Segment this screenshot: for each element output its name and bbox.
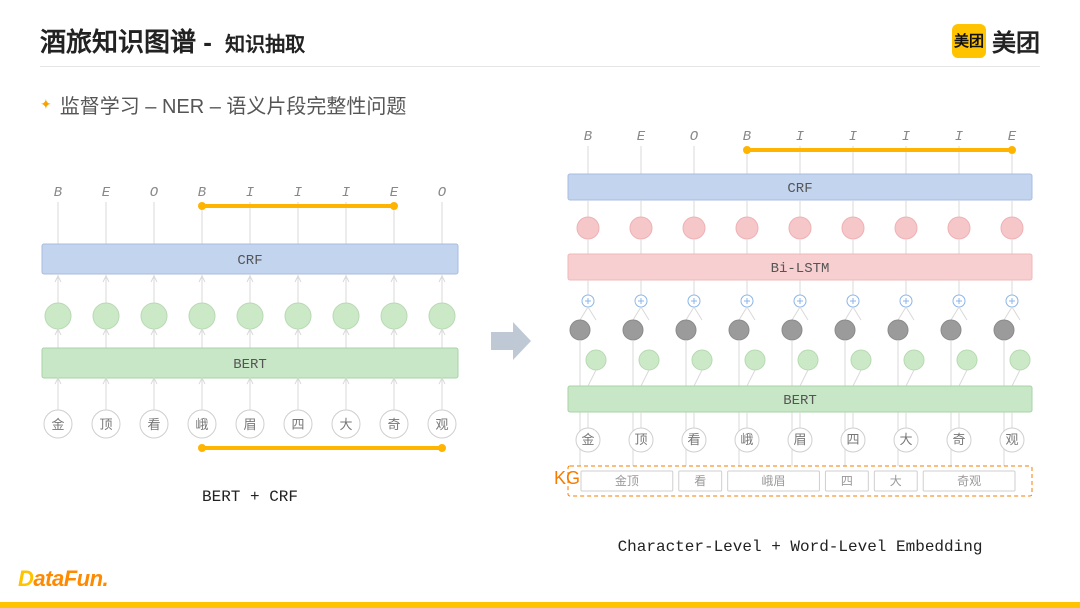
svg-text:峨眉: 峨眉	[762, 474, 786, 488]
bullet-icon: ✦	[40, 96, 52, 113]
svg-text:金: 金	[51, 417, 64, 432]
svg-text:峨: 峨	[195, 417, 208, 432]
svg-text:眉: 眉	[243, 417, 256, 432]
svg-text:大: 大	[899, 432, 912, 447]
svg-text:I: I	[796, 129, 805, 145]
svg-text:四: 四	[841, 474, 853, 488]
svg-text:Bi-LSTM: Bi-LSTM	[771, 261, 830, 277]
svg-text:B: B	[198, 185, 206, 201]
header-divider	[40, 66, 1040, 67]
svg-text:I: I	[849, 129, 858, 145]
page-title: 酒旅知识图谱	[40, 27, 196, 57]
svg-text:顶: 顶	[99, 417, 112, 432]
svg-text:I: I	[902, 129, 911, 145]
arrow-icon	[487, 318, 533, 364]
svg-text:奇: 奇	[387, 417, 400, 432]
svg-text:CRF: CRF	[787, 181, 812, 197]
svg-text:看: 看	[687, 432, 700, 447]
svg-text:I: I	[955, 129, 964, 145]
svg-text:看: 看	[694, 474, 706, 488]
diagram-left: B E O B I I I E O CRF BERT 金 顶 看 峨 眉 四 大 奇 观 BERT + CRF	[30, 176, 470, 506]
svg-text:看: 看	[147, 417, 160, 432]
svg-text:眉: 眉	[793, 432, 806, 447]
svg-text:峨: 峨	[740, 432, 753, 447]
svg-text:金顶: 金顶	[615, 473, 639, 488]
svg-text:CRF: CRF	[237, 253, 262, 269]
brand-logo: 美团 美团	[952, 23, 1040, 58]
page-subtitle: 知识抽取	[225, 34, 305, 56]
logo-badge: 美团	[952, 24, 986, 58]
svg-text:观: 观	[435, 417, 448, 432]
svg-text:O: O	[438, 185, 447, 201]
logo-text: 美团	[992, 23, 1040, 58]
svg-text:E: E	[390, 185, 399, 201]
svg-text:I: I	[294, 185, 303, 201]
svg-text:B: B	[54, 185, 62, 201]
svg-text:KG: KG	[554, 468, 580, 488]
svg-text:金: 金	[581, 432, 594, 447]
svg-text:奇: 奇	[952, 432, 965, 447]
caption-left: BERT + CRF	[30, 488, 470, 506]
svg-text:BERT: BERT	[233, 357, 267, 373]
svg-text:顶: 顶	[634, 432, 647, 447]
svg-text:O: O	[150, 185, 159, 201]
svg-text:BERT: BERT	[783, 393, 817, 409]
svg-text:E: E	[102, 185, 111, 201]
svg-text:B: B	[584, 129, 592, 145]
svg-text:观: 观	[1005, 432, 1018, 447]
svg-text:四: 四	[291, 417, 304, 432]
svg-text:E: E	[1008, 129, 1017, 145]
svg-text:B: B	[743, 129, 751, 145]
footer-brand: DataFun.	[18, 566, 108, 592]
caption-right: Character-Level + Word-Level Embedding	[550, 538, 1050, 556]
subline-text: 监督学习 – NER – 语义片段完整性问题	[60, 90, 407, 119]
svg-text:大: 大	[890, 474, 902, 488]
svg-text:I: I	[246, 185, 255, 201]
svg-text:奇观: 奇观	[957, 474, 981, 488]
svg-text:四: 四	[846, 432, 859, 447]
svg-text:E: E	[637, 129, 646, 145]
svg-text:O: O	[690, 129, 699, 145]
svg-text:I: I	[342, 185, 351, 201]
diagram-right: BEOBIIIIECRFBi-LSTMBERT金顶看峨眉四大奇观KG金顶看峨眉四…	[550, 126, 1050, 556]
svg-text:大: 大	[339, 417, 352, 432]
title-separator: -	[196, 27, 219, 57]
